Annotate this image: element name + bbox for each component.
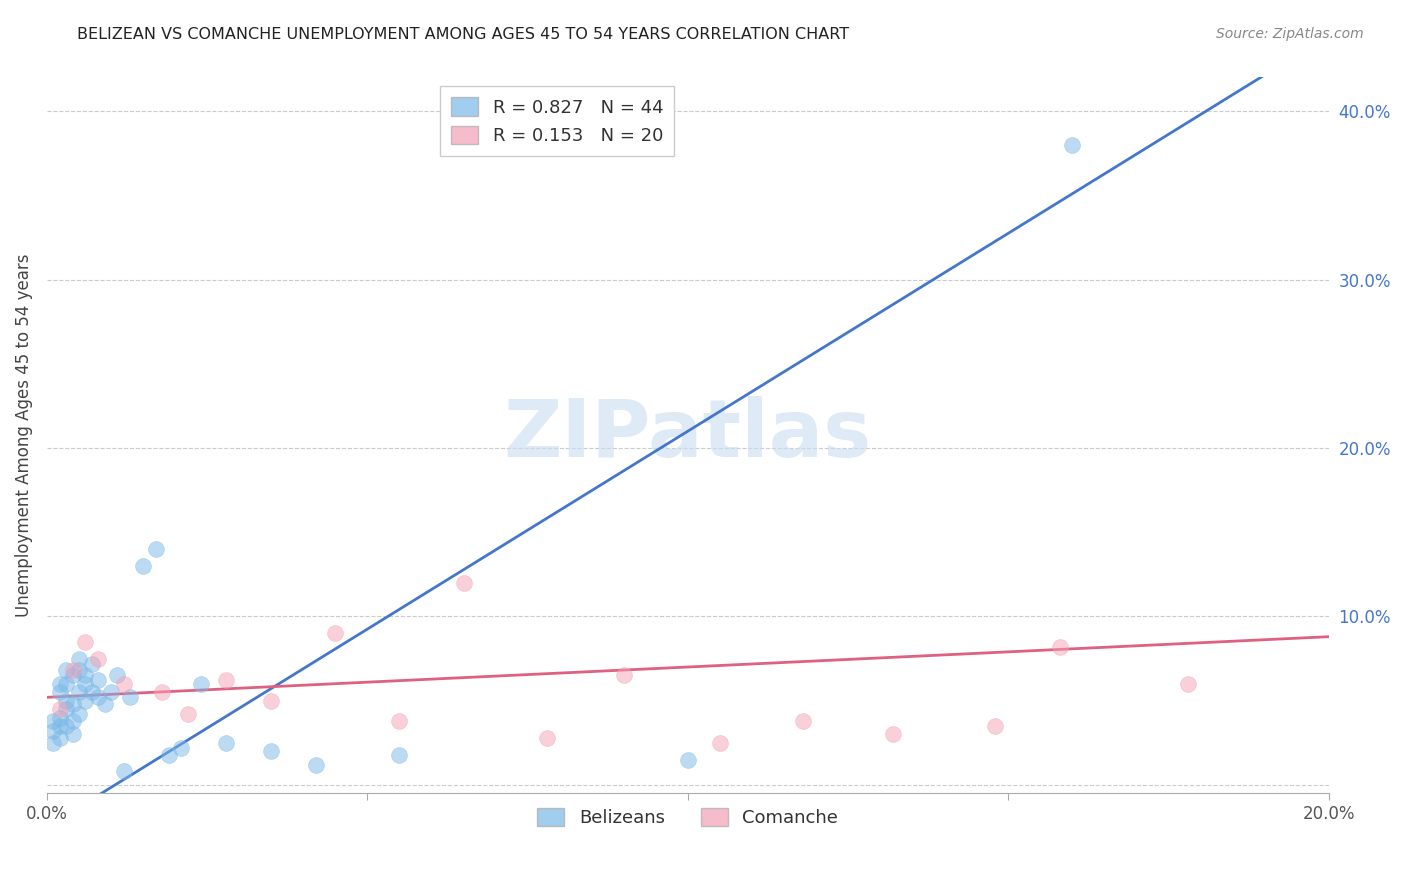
Point <box>132 558 155 573</box>
Legend: Belizeans, Comanche: Belizeans, Comanche <box>530 801 845 834</box>
Point <box>177 707 200 722</box>
Point <box>67 685 90 699</box>
Point <box>792 714 814 728</box>
Point <box>48 710 70 724</box>
Point <box>87 673 110 688</box>
Point <box>48 731 70 745</box>
Point <box>75 634 97 648</box>
Point <box>55 702 77 716</box>
Point <box>42 736 65 750</box>
Text: BELIZEAN VS COMANCHE UNEMPLOYMENT AMONG AGES 45 TO 54 YEARS CORRELATION CHART: BELIZEAN VS COMANCHE UNEMPLOYMENT AMONG … <box>77 27 849 42</box>
Point <box>80 685 103 699</box>
Point <box>150 685 173 699</box>
Point <box>75 694 97 708</box>
Point <box>55 677 77 691</box>
Point <box>67 651 90 665</box>
Point <box>55 719 77 733</box>
Point <box>100 685 122 699</box>
Point <box>48 719 70 733</box>
Point <box>75 677 97 691</box>
Point <box>260 694 283 708</box>
Point <box>190 677 212 691</box>
Point <box>676 753 699 767</box>
Point <box>105 668 128 682</box>
Point <box>305 757 328 772</box>
Point <box>215 736 238 750</box>
Point <box>120 690 142 705</box>
Point <box>1177 677 1199 691</box>
Text: ZIPatlas: ZIPatlas <box>503 396 872 475</box>
Point <box>388 714 411 728</box>
Point <box>62 714 84 728</box>
Point <box>62 668 84 682</box>
Point <box>323 626 346 640</box>
Point <box>62 727 84 741</box>
Point <box>453 575 475 590</box>
Point <box>48 677 70 691</box>
Point <box>170 740 193 755</box>
Point <box>1062 137 1084 152</box>
Point <box>882 727 904 741</box>
Point <box>67 707 90 722</box>
Point <box>215 673 238 688</box>
Point <box>112 764 135 779</box>
Point <box>62 664 84 678</box>
Point <box>112 677 135 691</box>
Point <box>87 690 110 705</box>
Point <box>388 747 411 762</box>
Point <box>80 657 103 671</box>
Point <box>67 664 90 678</box>
Point <box>87 651 110 665</box>
Point <box>157 747 180 762</box>
Point <box>1049 640 1071 654</box>
Point <box>613 668 636 682</box>
Point <box>145 542 167 557</box>
Point <box>75 668 97 682</box>
Point <box>42 724 65 739</box>
Point <box>55 664 77 678</box>
Point <box>48 685 70 699</box>
Point <box>55 694 77 708</box>
Text: Source: ZipAtlas.com: Source: ZipAtlas.com <box>1216 27 1364 41</box>
Point <box>984 719 1007 733</box>
Point <box>536 731 558 745</box>
Point <box>42 714 65 728</box>
Point <box>62 697 84 711</box>
Point <box>48 702 70 716</box>
Y-axis label: Unemployment Among Ages 45 to 54 years: Unemployment Among Ages 45 to 54 years <box>15 253 32 617</box>
Point <box>260 744 283 758</box>
Point <box>709 736 731 750</box>
Point <box>93 697 115 711</box>
